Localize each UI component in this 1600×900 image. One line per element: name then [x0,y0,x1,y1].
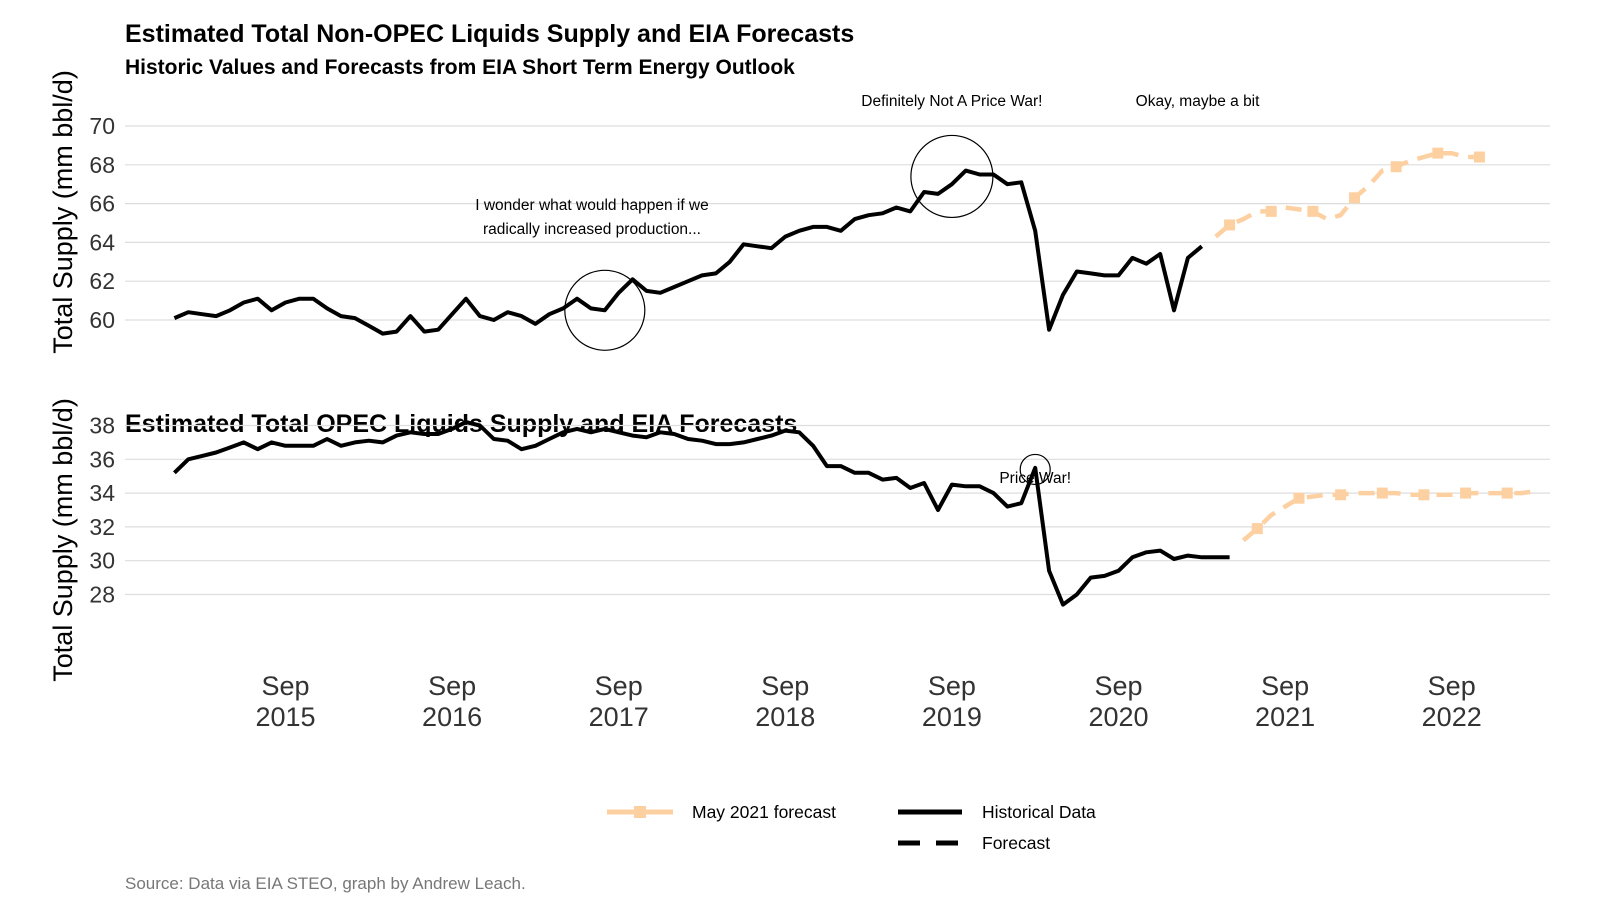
y-tick-label: 38 [89,413,115,439]
x-tick-label: 2019 [922,702,982,732]
x-tick-label: 2017 [589,702,649,732]
legend-historical-label: Historical Data [982,802,1096,822]
x-tick-label: Sep [1428,671,1476,701]
x-tick-label: 2015 [255,702,315,732]
opec-y-axis-label: Total Supply (mm bbl/d) [48,398,78,682]
legend-forecast-marker [634,806,646,818]
y-tick-label: 34 [89,480,115,506]
nonopec-historical-line [173,168,1204,336]
opec-panel: 28 30 32 34 36 38 Total Supply (mm bbl/d) Price… [48,398,1550,682]
x-tick-label: Sep [1094,671,1142,701]
chart-title: Estimated Total Non-OPEC Liquids Supply … [125,20,855,48]
annotation-text: radically increased production... [483,221,701,238]
opec-forecast-point [1376,487,1388,499]
annotation-text: Okay, maybe a bit [1136,93,1260,110]
x-tick-label: 2018 [755,702,815,732]
x-tick-label: Sep [595,671,643,701]
nonopec-forecast-point [1390,161,1402,173]
chart-caption: Source: Data via EIA STEO, graph by Andr… [125,874,526,893]
y-tick-label: 60 [89,307,115,333]
legend: May 2021 forecast Historical Data Foreca… [607,802,1096,853]
opec-historical-line [173,420,1230,607]
y-tick-label: 30 [89,548,115,574]
annotation-text: Definitely Not A Price War! [861,93,1042,110]
opec-forecast-point [1251,523,1263,535]
opec-forecast-point [1418,489,1430,501]
opec-forecast-point [1460,487,1472,499]
x-tick-label: 2021 [1255,702,1315,732]
x-tick-label: 2020 [1088,702,1148,732]
non-opec-panel: 60 62 64 66 68 70 Total Supply (mm bbl/d) I won… [48,70,1550,354]
y-tick-label: 32 [89,514,115,540]
annotation-text: I wonder what would happen if we [475,197,709,214]
nonopec-forecast-point [1307,205,1319,217]
nonopec-forecast-point [1432,147,1444,159]
annotation-circle [910,134,994,219]
x-axis: Sep2015Sep2016Sep2017Sep2018Sep2019Sep20… [255,671,1481,732]
opec-forecast-point [1501,487,1513,499]
nonopec-forecast-point [1473,151,1485,163]
annotation-text: Price War! [999,470,1071,487]
opec-forecast-point [1293,492,1305,504]
y-tick-label: 36 [89,446,115,472]
chart-subtitle: Historic Values and Forecasts from EIA S… [125,56,795,79]
annotation-circle [564,269,646,351]
y-tick-label: 28 [89,582,115,608]
annotation-circle [1019,453,1051,486]
x-tick-label: Sep [428,671,476,701]
y-tick-label: 70 [89,113,115,139]
y-tick-label: 68 [89,152,115,178]
x-tick-label: Sep [1261,671,1309,701]
x-tick-label: 2022 [1422,702,1482,732]
opec-forecast-point [1335,489,1347,501]
nonopec-forecast-point [1224,219,1236,231]
legend-forecast-label: May 2021 forecast [692,802,836,822]
x-tick-label: Sep [928,671,976,701]
x-tick-label: Sep [761,671,809,701]
y-tick-label: 64 [89,229,115,255]
x-tick-label: 2016 [422,702,482,732]
nonopec-forecast-point [1349,192,1361,204]
opec-forecast-line [1241,489,1536,543]
y-tick-label: 62 [89,268,115,294]
y-tick-label: 66 [89,191,115,217]
x-tick-label: Sep [261,671,309,701]
nonopec-forecast-point [1265,205,1277,217]
legend-forecast-style-label: Forecast [982,833,1050,853]
nonopec-y-axis-label: Total Supply (mm bbl/d) [48,70,78,354]
